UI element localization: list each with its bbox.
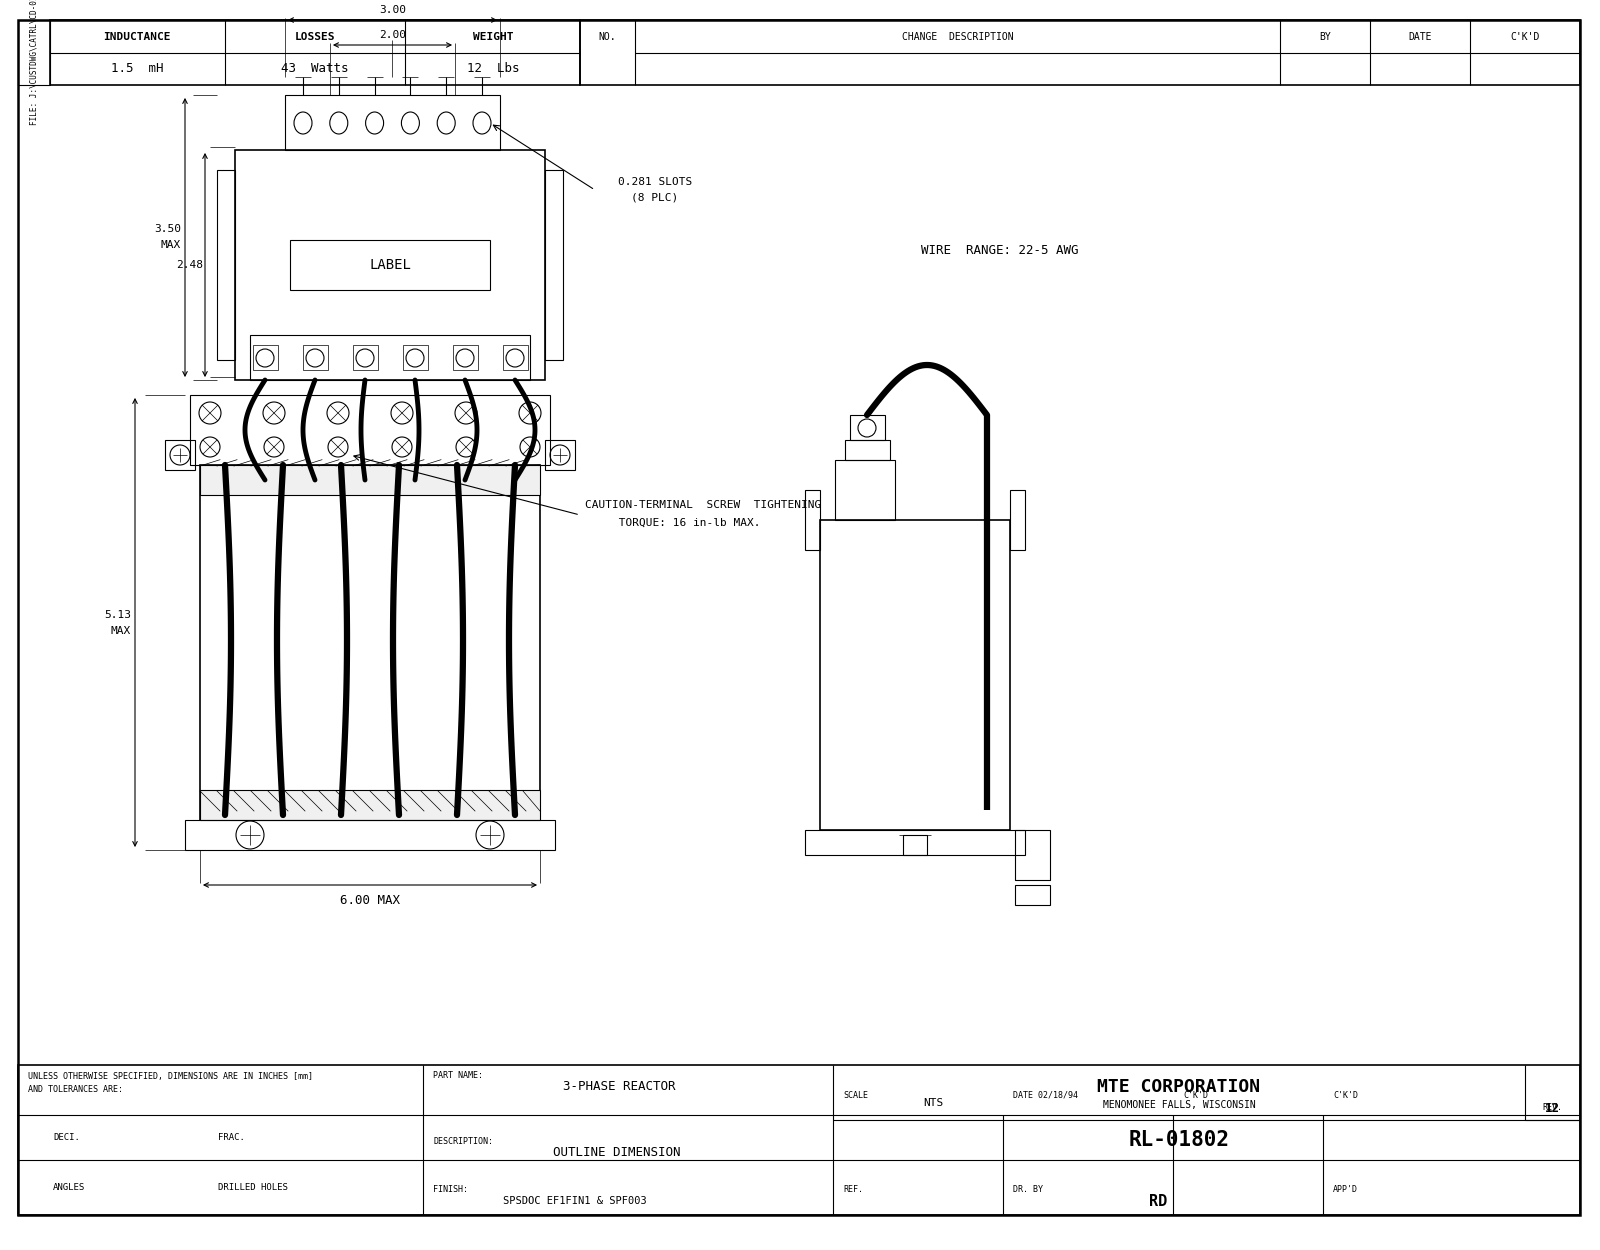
Bar [546, 170, 563, 360]
Text: NO.: NO. [598, 32, 616, 43]
Bar [805, 830, 1026, 855]
Text: MAX: MAX [110, 625, 131, 635]
Bar [285, 95, 499, 150]
Bar [850, 415, 885, 440]
Bar [1014, 885, 1050, 905]
Text: MENOMONEE FALLS, WISCONSIN: MENOMONEE FALLS, WISCONSIN [1102, 1100, 1256, 1110]
Ellipse shape [365, 112, 384, 134]
Bar [902, 835, 926, 855]
Bar [579, 20, 1581, 85]
Ellipse shape [330, 112, 347, 134]
Text: 2.00: 2.00 [379, 30, 406, 40]
Bar [200, 465, 541, 820]
Text: 12  Lbs: 12 Lbs [467, 62, 520, 75]
Text: CHANGE  DESCRIPTION: CHANGE DESCRIPTION [902, 32, 1013, 43]
Bar [546, 440, 574, 470]
Text: LOSSES: LOSSES [294, 32, 336, 43]
Text: WEIGHT: WEIGHT [472, 32, 514, 43]
Text: 3.50: 3.50 [154, 225, 181, 235]
Text: 43  Watts: 43 Watts [282, 62, 349, 75]
Bar [200, 465, 541, 495]
Text: DR. BY: DR. BY [1013, 1185, 1043, 1195]
Text: 5.13: 5.13 [104, 610, 131, 620]
Text: 3-PHASE REACTOR: 3-PHASE REACTOR [563, 1080, 675, 1094]
Bar [18, 20, 50, 85]
Ellipse shape [437, 112, 454, 134]
Text: OUTLINE DIMENSION: OUTLINE DIMENSION [554, 1145, 680, 1159]
Text: 2.48: 2.48 [176, 260, 203, 270]
Bar [845, 440, 890, 460]
Bar [453, 345, 478, 370]
Bar [290, 240, 490, 290]
Ellipse shape [474, 112, 491, 134]
Text: REF.: REF. [843, 1185, 862, 1195]
Text: RD: RD [1149, 1194, 1166, 1209]
Bar [18, 1065, 1581, 1215]
Text: (8 PLC): (8 PLC) [632, 192, 678, 202]
Text: DRILLED HOLES: DRILLED HOLES [218, 1182, 288, 1191]
Ellipse shape [294, 112, 312, 134]
Bar [502, 345, 528, 370]
Text: MAX: MAX [160, 240, 181, 250]
Text: APP'D: APP'D [1333, 1185, 1358, 1195]
Text: 6.00 MAX: 6.00 MAX [339, 894, 400, 906]
Bar [354, 345, 378, 370]
Text: FINISH:: FINISH: [434, 1185, 467, 1195]
Bar [1014, 830, 1050, 880]
Bar [218, 170, 235, 360]
Ellipse shape [402, 112, 419, 134]
Text: C'K'D: C'K'D [1182, 1090, 1208, 1100]
Bar [302, 345, 328, 370]
Text: SPSDOC EF1FIN1 & SPF003: SPSDOC EF1FIN1 & SPF003 [502, 1196, 646, 1206]
Text: DATE 02/18/94: DATE 02/18/94 [1013, 1090, 1078, 1100]
Text: C'K'D: C'K'D [1333, 1090, 1358, 1100]
Text: 0.281 SLOTS: 0.281 SLOTS [618, 177, 693, 187]
Text: MTE CORPORATION: MTE CORPORATION [1098, 1078, 1261, 1096]
Bar [835, 460, 894, 520]
Text: INDUCTANCE: INDUCTANCE [104, 32, 171, 43]
Text: TORQUE: 16 in-lb MAX.: TORQUE: 16 in-lb MAX. [586, 518, 760, 528]
Text: 1.5  mH: 1.5 mH [110, 62, 163, 75]
Text: WIRE  RANGE: 22-5 AWG: WIRE RANGE: 22-5 AWG [922, 244, 1078, 256]
Bar [200, 790, 541, 820]
Bar [165, 440, 195, 470]
Text: BY: BY [1318, 32, 1331, 43]
Text: 12: 12 [1544, 1101, 1560, 1115]
Text: FRAC.: FRAC. [218, 1134, 245, 1142]
Text: DESCRIPTION:: DESCRIPTION: [434, 1138, 493, 1146]
Bar [235, 150, 546, 380]
Text: DECI.: DECI. [53, 1134, 80, 1142]
Bar [805, 490, 819, 550]
Bar [50, 20, 579, 85]
Text: C'K'D: C'K'D [1510, 32, 1539, 43]
Bar [190, 395, 550, 465]
Text: SCALE: SCALE [843, 1090, 867, 1100]
Text: RL-01802: RL-01802 [1128, 1130, 1229, 1150]
Bar [250, 335, 530, 380]
Bar [403, 345, 429, 370]
Bar [186, 820, 555, 850]
Text: NTS: NTS [923, 1098, 942, 1108]
Text: AND TOLERANCES ARE:: AND TOLERANCES ARE: [29, 1085, 123, 1094]
Text: CAUTION-TERMINAL  SCREW  TIGHTENING: CAUTION-TERMINAL SCREW TIGHTENING [586, 500, 821, 510]
Text: LABEL: LABEL [370, 258, 411, 272]
Bar [1010, 490, 1026, 550]
Text: 3.00: 3.00 [379, 5, 406, 15]
Text: PART NAME:: PART NAME: [434, 1070, 483, 1080]
Text: ANGLES: ANGLES [53, 1182, 85, 1191]
Text: UNLESS OTHERWISE SPECIFIED, DIMENSIONS ARE IN INCHES [mm]: UNLESS OTHERWISE SPECIFIED, DIMENSIONS A… [29, 1072, 314, 1081]
Text: REV.: REV. [1542, 1102, 1562, 1111]
Bar [819, 520, 1010, 830]
Text: DATE: DATE [1408, 32, 1432, 43]
Bar [253, 345, 278, 370]
Text: FILE: J:\CUSTDWG\CATRL\CD-01802: FILE: J:\CUSTDWG\CATRL\CD-01802 [29, 0, 38, 125]
